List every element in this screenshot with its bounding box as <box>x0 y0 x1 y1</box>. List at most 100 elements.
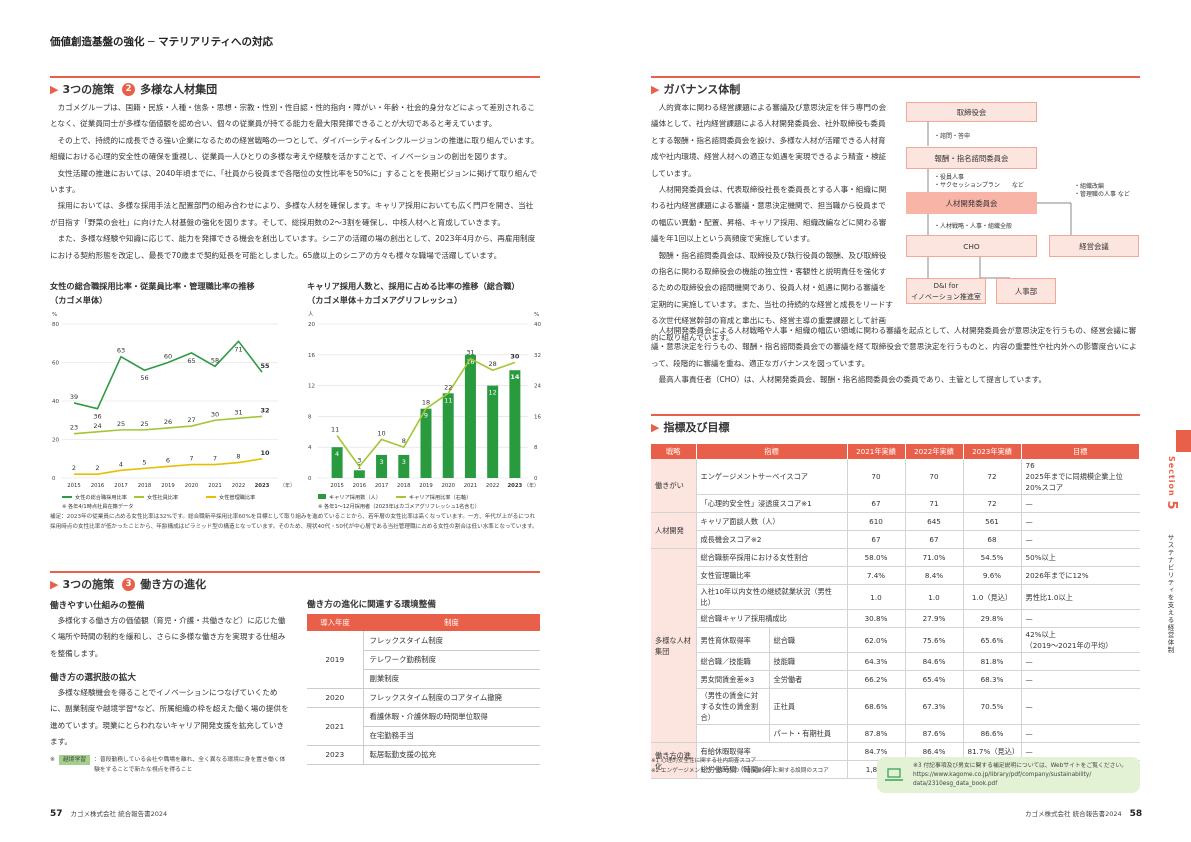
table-row: 在宅勤務手当 <box>307 726 540 746</box>
section-work-style: ▶ 3つの施策 3 働き方の進化 <box>50 571 540 595</box>
series-line-2 <box>74 457 263 475</box>
data-label: 8 <box>236 453 240 461</box>
table-row: 2020 フレックスタイム制度のコアタイム撤廃 <box>307 688 540 708</box>
table-row: 2023 転居転勤支援の拡充 <box>307 745 540 765</box>
y-tick-label-right: 16 <box>534 414 541 420</box>
indicator-name: 「心理的安全性」浸透度スコア※1 <box>696 494 848 513</box>
x-tick-label: 2018 <box>397 483 411 489</box>
y-tick-label: 20 <box>52 438 59 444</box>
info-url[interactable]: https://www.kagome.co.jp/library/pdf/com… <box>913 771 1092 778</box>
series-line-1 <box>73 415 263 435</box>
laptop-icon <box>885 768 903 781</box>
data-label: 4 <box>119 460 123 468</box>
x-tick-label: 2019 <box>419 483 432 489</box>
value-2022: 87.6% <box>905 724 964 743</box>
target-cell: — <box>1021 530 1140 549</box>
paragraph: 女性活躍の推進においては、2040年頃までに、「社員から役員まで各階位の女性比率… <box>50 168 538 195</box>
y-tick-label-right: 24 <box>534 384 541 390</box>
indicator-name: 成長機会スコア※2 <box>696 530 848 549</box>
chart2-title: キャリア採用人数と、採用に占める比率の推移（総合職） （カゴメ単体＋カゴメアグリ… <box>307 279 547 307</box>
indicator-name: 男性育休取得率 <box>696 627 770 653</box>
legend: キャリア採用数（人） キャリア採用比率（右軸） <box>318 493 471 501</box>
value-2023: 86.6% <box>963 724 1022 743</box>
indicator-name: 総労働時間（時間／年） <box>696 760 848 779</box>
section-prefix: 3つの施策 <box>62 578 115 591</box>
data-label: 27 <box>187 416 195 424</box>
data-label: 30 <box>211 410 219 418</box>
section-indicators: ▶ 指標及び目標 <box>651 414 1140 438</box>
table-row: （男性の賃金に対する女性の賃金割合） 正社員 68.6% 67.3% 70.5% — <box>651 688 1140 725</box>
org-hrd-committee: 人材開発委員会 <box>906 192 1037 214</box>
year-cell: 2020 <box>307 688 364 708</box>
footer-text: カゴメ株式会社 統合報告書2024 <box>1025 810 1122 818</box>
value-2022: 70 <box>905 459 964 495</box>
indicator-name <box>696 724 770 743</box>
system-cell: 在宅勤務手当 <box>363 726 540 746</box>
info-url-file[interactable]: data/2310esg_data_book.pdf <box>913 780 998 787</box>
indicator-name: 総合職／技能職 <box>696 652 770 671</box>
table-row: 副業制度 <box>307 669 540 689</box>
indicator-name: 女性管理職比率 <box>696 566 848 585</box>
data-label: 60 <box>164 353 172 361</box>
work-heading: 働きやすい仕組みの整備 <box>50 601 145 611</box>
data-label: 39 <box>70 393 78 401</box>
chart1-title: 女性の総合職採用比率・従業員比率・管理職比率の推移 （カゴメ単体） <box>50 279 300 307</box>
line-label: 22 <box>444 383 452 391</box>
play-circle-icon: ▶ <box>651 82 660 96</box>
data-label: 63 <box>117 347 125 355</box>
chart1-line-chart: % 0 20 40 60 80 2015 2016 2017 2018 2019 2020 2021 20… <box>52 312 295 510</box>
x-tick-label: 2022 <box>486 483 499 489</box>
value-2023: 68.3% <box>963 670 1022 689</box>
target-cell: 2026年までに12% <box>1021 566 1140 585</box>
indicator-name: エンゲージメントサーベイスコア <box>696 459 848 495</box>
paragraph: 人材開発委員会による人材戦略や人事・組織の幅広い領域に関わる審議を起点として、人… <box>651 326 1137 368</box>
indicator-name: 総合職新卒採用における女性割合 <box>696 548 848 567</box>
paragraph: また、多様な経験や知識に応じて、能力を発揮できる機会を創出しています。シニアの活… <box>50 234 536 260</box>
data-label: 25 <box>117 420 125 428</box>
section-diverse-talent: ▶ 3つの施策 2 多様な人材集団 <box>50 76 540 100</box>
chart2-title-line2: （カゴメ単体＋カゴメアグリフレッシュ） <box>307 295 463 305</box>
table-row: 働きがい エンゲージメントサーベイスコア 70 70 72 76 2025年までに同規模企… <box>651 459 1140 513</box>
x-tick-label: 2018 <box>138 483 152 489</box>
value-2021: 64.3% <box>847 652 906 671</box>
system-cell: フレックスタイム制度のコアタイム撤廃 <box>363 688 540 708</box>
legend-label: 女性管理職比率 <box>219 493 255 501</box>
y-unit: % <box>52 312 57 318</box>
target-cell: 42%以上 （2019〜2021年の平均） <box>1021 627 1140 653</box>
table-row: 2021 看護休暇・介護休暇の時間単位取得 <box>307 707 540 746</box>
y-tick-label-right: 8 <box>534 445 538 451</box>
org-dni-office: D&I for イノベーション推進室 <box>906 278 986 304</box>
value-2021: 68.6% <box>847 688 906 725</box>
page-number: 57 <box>50 809 63 819</box>
play-circle-icon: ▶ <box>651 420 660 434</box>
x-tick-label: 2019 <box>161 483 174 489</box>
chart-note: ※ 各年1〜12月採用者（2023年はカゴメアグリフレッシュ1名含む） <box>318 502 480 510</box>
value-2021: 610 <box>847 512 906 531</box>
col-system: 制度 <box>363 614 540 631</box>
section-title: 働き方の進化 <box>140 578 207 591</box>
work-text: 多様化する働き方の価値観（育児・介護・共働きなど）に応じた働く場所や時間の制約を… <box>50 616 286 658</box>
table-row: 男性育休取得率 総合職 62.0% 75.6% 65.6% 42%以上 （2019〜202… <box>651 627 1140 653</box>
data-label: 55 <box>260 362 270 370</box>
table-row: テレワーク勤務制度 <box>307 650 540 670</box>
line-label: 18 <box>422 399 430 407</box>
target-cell: — <box>1021 609 1140 628</box>
table-row: 総合職キャリア採用構成比 30.8% 27.9% 29.8% — <box>651 609 1140 628</box>
y-tick-label: 60 <box>52 361 59 367</box>
work-block-1: 働きやすい仕組みの整備 多様化する働き方の価値観（育児・介護・共働きなど）に応じ… <box>50 599 290 662</box>
value-2023: 65.6% <box>963 627 1022 653</box>
y-unit-right: % <box>534 312 539 318</box>
section-title: ガバナンス体制 <box>663 83 741 96</box>
bar <box>420 408 432 478</box>
value-2022: 71.0% <box>905 548 964 567</box>
value-2021: 67 <box>847 494 906 513</box>
strategy-cell: 働きがい <box>651 459 697 513</box>
footnote-cross-border: ※ 越境学習 ：普段勤務している会社や職場を離れ、全く異なる環境に身を置き働く体… <box>50 755 290 775</box>
data-label: 58 <box>211 356 219 364</box>
y-tick-label-left: 20 <box>308 322 315 328</box>
indicator-table: 戦略 指標 2021年実績 2022年実績 2023年実績 目標 働きがい エンゲ… <box>651 444 1140 779</box>
target-cell: — <box>1021 512 1140 531</box>
table-row: 「心理的安全性」浸透度スコア※1 67 71 72— <box>651 494 1140 513</box>
section-governance: ▶ ガバナンス体制 <box>651 76 1140 100</box>
bar <box>442 393 454 478</box>
